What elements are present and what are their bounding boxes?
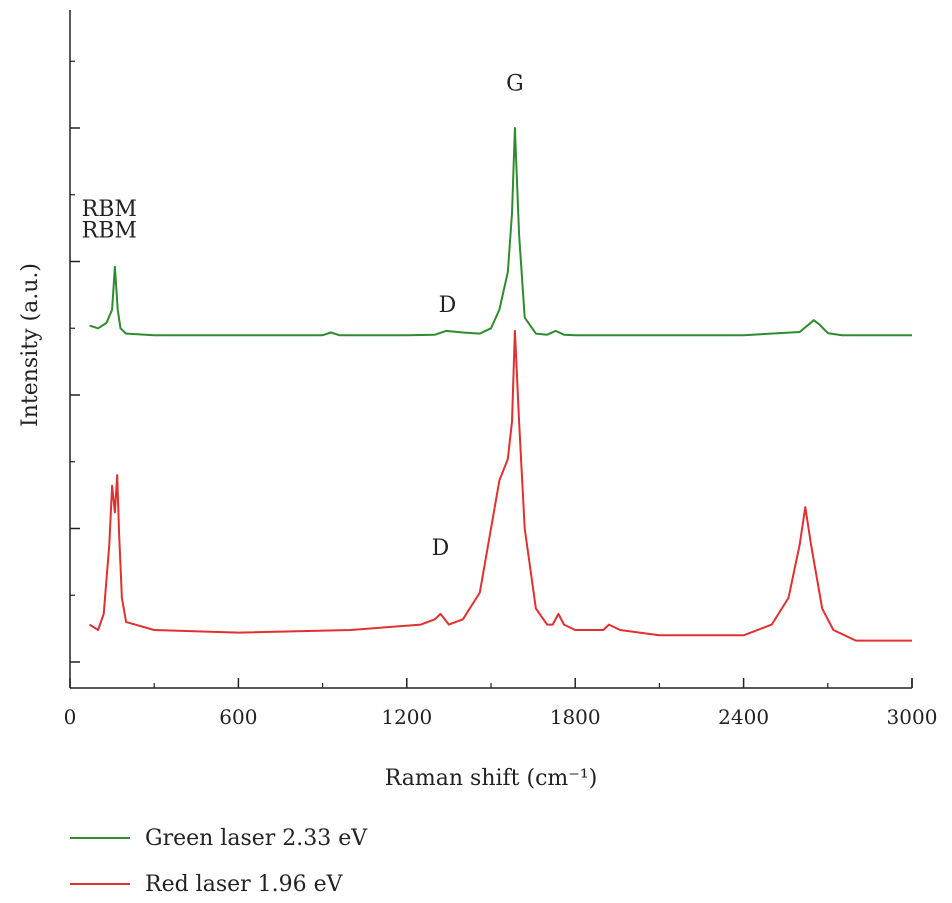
x-tick-label: 0 <box>64 705 77 729</box>
y-axis-title: Intensity (a.u.) <box>18 263 43 427</box>
legend: Green laser 2.33 eV Red laser 1.96 eV <box>70 826 368 897</box>
peak-label-rbm: RBM <box>82 218 137 243</box>
x-tick-label: 2400 <box>718 705 769 729</box>
peak-label-d: D <box>432 536 450 561</box>
x-tick-label: 3000 <box>887 705 938 729</box>
legend-label: Green laser 2.33 eV <box>145 826 368 851</box>
x-axis-title: Raman shift (cm⁻¹) <box>385 766 598 791</box>
peak-label-g: G <box>506 72 524 97</box>
series-line-1 <box>89 329 912 642</box>
x-tick-label: 600 <box>219 705 257 729</box>
series-line-0 <box>89 127 912 337</box>
legend-label: Red laser 1.96 eV <box>145 872 344 897</box>
peak-label-rbm: RBM <box>82 197 137 222</box>
x-tick-label: 1800 <box>550 705 601 729</box>
peak-label-d: D <box>439 293 457 318</box>
x-tick-label: 1200 <box>381 705 432 729</box>
